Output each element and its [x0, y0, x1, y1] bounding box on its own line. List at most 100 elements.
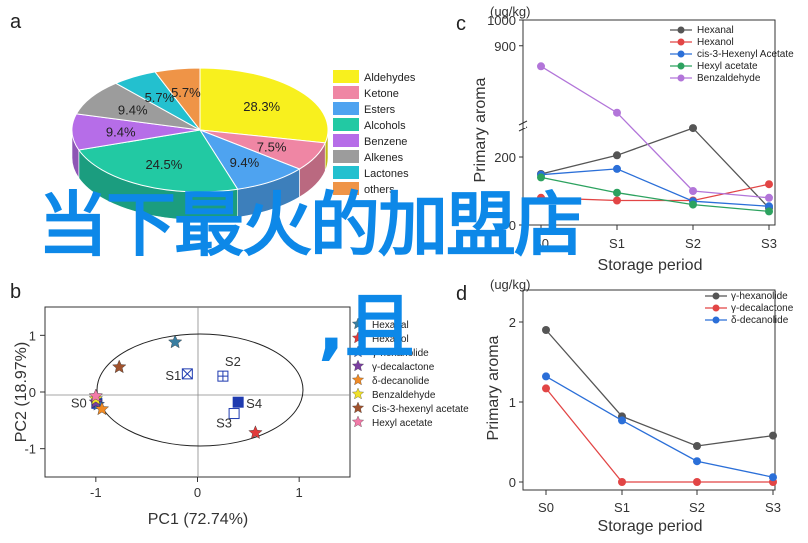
pca-legend-label: γ-decalactone — [372, 362, 435, 373]
line-c-x-tick-label: S2 — [685, 236, 701, 251]
line-d-x-tick-label: S2 — [689, 500, 705, 515]
line-c-y-tick-label: 0 — [509, 218, 516, 233]
line-d-units: (ug/kg) — [490, 277, 530, 292]
line-d-y-tick-label: 1 — [509, 395, 516, 410]
line-d-legend-label: δ-decanolide — [731, 315, 789, 326]
line-c-series-line — [540, 127, 770, 209]
line-c-legend-marker — [677, 62, 685, 70]
pca-y-axis-title: PC2 (18.97%) — [13, 342, 30, 443]
line-c-data-point — [613, 164, 621, 173]
line-c-data-point — [689, 187, 697, 195]
pie-value-label: 9.4% — [106, 124, 136, 139]
sample-marker — [228, 408, 240, 420]
line-d-legend-label: γ-decalactone — [731, 303, 794, 314]
pca-x-tick-label: 0 — [194, 485, 201, 500]
sample-label: S1 — [165, 368, 181, 383]
line-c-y-tick-label: 1000 — [487, 13, 516, 28]
pca-legend-star — [351, 415, 365, 428]
line-c-legend-label: Hexanal — [697, 25, 734, 36]
pie-value-label: 9.4% — [230, 155, 260, 170]
line-d-data-point — [769, 431, 777, 440]
line-c-y-tick-label: 900 — [494, 39, 516, 54]
line-c-legend-marker — [677, 38, 685, 46]
sample-marker-plus — [217, 371, 228, 382]
pie-legend-label: Lactones — [364, 168, 409, 180]
pie-value-label: 5.7% — [171, 85, 201, 100]
sample-label: S4 — [246, 396, 262, 411]
pca-x-tick-label: 1 — [296, 485, 303, 500]
line-c-data-point — [765, 193, 773, 202]
line-c-x-tick-label: S3 — [761, 236, 777, 251]
line-d-x-tick-label: S1 — [614, 500, 630, 515]
line-c-data-point — [613, 151, 621, 160]
line-d-data-point — [769, 473, 777, 482]
line-c-legend-marker — [677, 50, 685, 58]
line-c-legend-marker — [677, 74, 685, 82]
pie-legend: Aldehydes Ketone Esters Alcohols Benzene Alke… — [333, 70, 416, 196]
pie-legend-label: Alkenes — [364, 152, 404, 164]
panel-c-letter: c — [456, 13, 466, 35]
pie-legend-label: Benzene — [364, 136, 407, 148]
pie-value-label: 5.7% — [145, 90, 175, 105]
line-c-x-tick-label: S1 — [609, 236, 625, 251]
line-d-legend-marker — [712, 304, 720, 312]
pie-legend-swatch — [333, 118, 359, 131]
pca-legend-label: Hexanol — [372, 334, 409, 345]
line-d-data-point — [542, 384, 550, 393]
pie-legend-swatch — [333, 70, 359, 83]
line-d-x-tick-label: S0 — [538, 500, 554, 515]
pie-legend-label: Alcohols — [364, 120, 406, 132]
line-d-data-point — [618, 416, 626, 425]
variable-star-marker — [94, 401, 110, 416]
pca-plot-frame — [44, 306, 351, 478]
pie-legend-swatch — [333, 102, 359, 115]
line-c-data-point — [613, 188, 621, 197]
line-d-series-line — [545, 375, 774, 478]
pca-legend-label: γ-hexanolide — [372, 348, 429, 359]
line-d-data-point — [693, 478, 701, 486]
pca-legend-star — [351, 317, 365, 330]
pie-slice-benzene — [71, 113, 201, 151]
pie-legend-swatch — [333, 166, 359, 179]
line-c-data-point — [689, 124, 697, 133]
pca-y-tick-label: 1 — [29, 328, 36, 343]
overlay-headline: 当下最火的加盟店 — [38, 184, 584, 266]
pca-legend-label: Hexanal — [372, 320, 409, 331]
pie-legend-swatch — [333, 86, 359, 99]
pca-biplot: PC1 (72.74%) PC2 (18.97%) -1 0 1 -1 0 1 S0 S1 S2… — [13, 306, 351, 528]
pca-legend: Hexanal Hexanol γ-hexanolide γ-decalactone δ… — [351, 317, 469, 429]
line-c-legend-label: Hexyl acetate — [697, 61, 758, 72]
line-c-data-point — [537, 173, 545, 182]
pca-x-axis-title: PC1 (72.74%) — [148, 511, 249, 528]
line-c-x-axis-title: Storage period — [598, 257, 703, 274]
pie-legend-label: Aldehydes — [364, 72, 416, 84]
line-chart-d: (ug/kg) Primary aroma Storage period 0 1 2… — [485, 277, 781, 535]
sample-marker — [181, 368, 193, 380]
pie-legend-swatch — [333, 134, 359, 147]
line-chart-c: (ug/kg) Primary aroma Storage period 0 20… — [472, 4, 777, 274]
pca-legend-star — [351, 345, 365, 358]
line-d-y-tick-label: 2 — [509, 315, 516, 330]
line-d-y-tick-label: 0 — [509, 475, 516, 490]
pie-chart: 28.3%7.5%9.4%24.5%9.4%9.4%5.7%5.7% — [71, 67, 329, 221]
line-d-data-point — [693, 442, 701, 450]
pie-slice-esters — [198, 128, 301, 190]
line-d-data-point — [618, 478, 626, 486]
axis-break-marks — [518, 120, 528, 132]
line-c-data-point — [537, 62, 545, 71]
overlay-subline: ,且 — [318, 286, 415, 368]
pie-slice-others — [154, 67, 201, 132]
line-c-data-point — [689, 200, 697, 209]
pie-legend-swatch — [333, 150, 359, 163]
pca-legend-label: δ-decanolide — [372, 376, 430, 387]
line-c-legend-label: Hexanol — [697, 37, 734, 48]
pca-legend-star — [351, 359, 365, 372]
pca-x-tick-label: -1 — [90, 485, 102, 500]
pie-legend-label: Esters — [364, 104, 396, 116]
pie-legend-label: Ketone — [364, 88, 399, 100]
confidence-ellipse — [96, 333, 304, 447]
pie-value-label: 24.5% — [145, 157, 182, 172]
line-d-data-point — [542, 372, 550, 381]
line-d-series-line — [545, 329, 774, 447]
